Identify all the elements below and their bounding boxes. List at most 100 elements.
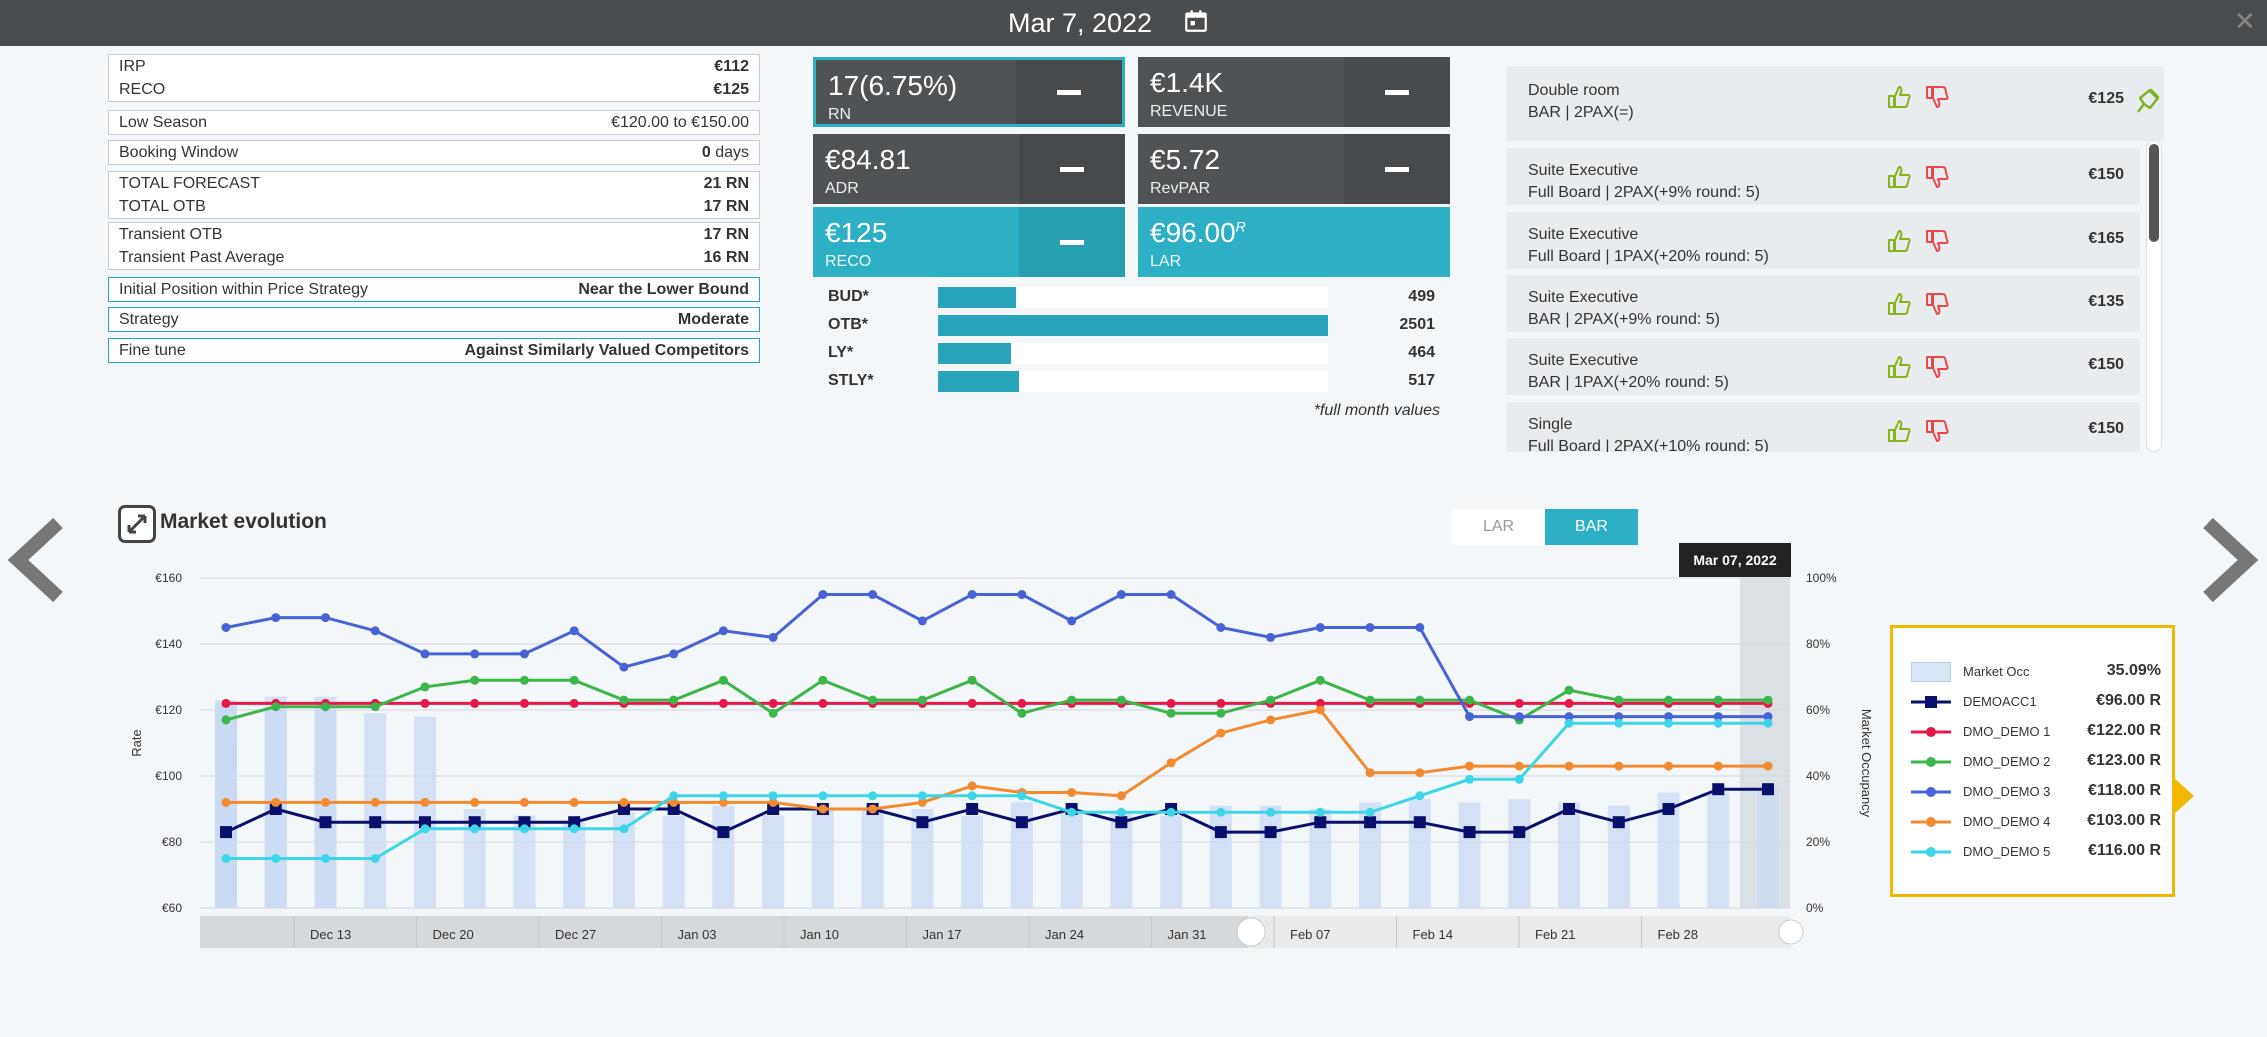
revenue-tile[interactable]: €1.4K REVENUE [1138,57,1450,127]
chevron-left-icon[interactable] [6,515,66,605]
thumbs-up-icon[interactable] [1886,84,1912,110]
room-row[interactable]: Single Full Board | 2PAX(+10% round: 5) €1… [1506,402,2140,452]
legend-series[interactable]: DMO_DEMO 3 €118.00 R [1911,780,2161,804]
pin-icon[interactable] [2132,86,2162,118]
series-point [818,698,828,708]
reco-row: RECO €125 [119,81,749,98]
series-point [1664,718,1674,728]
series-point [967,781,977,791]
revpar-minus-button[interactable] [1344,134,1450,204]
room-row[interactable]: Suite Executive BAR | 2PAX(+9% round: 5) €… [1506,275,2140,332]
room-row[interactable]: Suite Executive Full Board | 2PAX(+9% rou… [1506,148,2140,205]
legend-series[interactable]: DEMOACC1 €96.00 R [1911,690,2161,714]
series-point [1266,632,1276,642]
legend-series[interactable]: DMO_DEMO 5 €116.00 R [1911,840,2161,864]
series-point [319,816,332,829]
series-point [1614,695,1624,705]
adr-tile[interactable]: €84.81 ADR [813,134,1125,204]
series-point [1315,698,1325,708]
series-point [1017,590,1027,599]
thumbs-down-icon[interactable] [1924,418,1950,444]
thumbs-up-icon[interactable] [1886,354,1912,380]
series-point [271,854,281,863]
legend-name: DMO_DEMO 1 [1963,724,2051,739]
room-row[interactable]: Double room BAR | 2PAX(=) €125 [1506,66,2164,141]
series-point [1216,728,1226,738]
adr-value: €84.81 [825,144,911,175]
series-point [1664,695,1674,705]
minus-icon [1060,166,1084,172]
legend-series[interactable]: DMO_DEMO 2 €123.00 R [1911,750,2161,774]
series-point [818,675,828,685]
legend-marker [1911,757,1951,767]
lar-label: LAR [1150,253,1182,270]
series-line [225,787,1768,834]
series-point [1614,761,1624,771]
thumbs-down-icon[interactable] [1924,228,1950,254]
toggle-bar[interactable]: BAR [1545,509,1638,545]
room-list-scroll-thumb[interactable] [2149,144,2159,242]
room-row[interactable]: Suite Executive Full Board | 1PAX(+20% ro… [1506,212,2140,269]
initial-position-box[interactable]: Initial Position within Price Strategy Ne… [108,277,760,302]
legend-marker [1911,817,1951,827]
transient-box: Transient OTB 17 RN Transient Past Averag… [108,222,760,270]
room-price: €165 [2088,230,2124,247]
rn-tile[interactable]: 17(6.75%) RN [813,57,1125,127]
chevron-right-icon[interactable] [2200,515,2260,605]
lar-value: €96.00R [1150,217,1246,248]
series-point [967,791,977,801]
room-name: Double room BAR | 2PAX(=) [1528,80,1634,124]
selected-date-label: Mar 07, 2022 [1693,552,1776,568]
rn-value: 17(6.75%) [828,70,958,101]
series-point [1713,712,1723,722]
occupancy-bar [861,809,884,908]
revenue-minus-button[interactable] [1344,57,1450,127]
series-point [1166,758,1176,768]
thumbs-down-icon[interactable] [1924,84,1950,110]
series-point [569,626,579,636]
reco-value: €125 [825,217,888,248]
series-point [619,662,629,672]
thumbs-up-icon[interactable] [1886,228,1912,254]
fine-tune-box[interactable]: Fine tune Against Similarly Valued Compet… [108,338,760,363]
series-point [1664,712,1674,722]
rn-minus-button[interactable] [1016,60,1122,124]
x-tick-label: Dec 20 [433,927,474,942]
close-icon[interactable]: ✕ [2234,6,2256,36]
room-type: Suite Executive [1528,289,1639,306]
room-type: Suite Executive [1528,226,1639,243]
legend-name: DEMOACC1 [1963,694,2037,709]
legend-series[interactable]: DMO_DEMO 4 €103.00 R [1911,810,2161,834]
legend-series[interactable]: DMO_DEMO 1 €122.00 R [1911,720,2161,744]
thumbs-up-icon[interactable] [1886,164,1912,190]
thumbs-down-icon[interactable] [1924,291,1950,317]
collapse-icon[interactable] [118,505,156,543]
series-point [1763,712,1773,722]
toggle-lar[interactable]: LAR [1482,518,1515,535]
series-point [518,816,531,829]
revpar-tile[interactable]: €5.72 RevPAR [1138,134,1450,204]
thumbs-down-icon[interactable] [1924,164,1950,190]
x-tick-label: Feb 28 [1658,927,1698,942]
lar-tile[interactable]: €96.00R LAR [1138,207,1450,277]
room-rate-plan: BAR | 1PAX(+20% round: 5) [1528,374,1729,391]
legend-marker [1911,727,1951,737]
budget-label: LY* [828,344,854,361]
x-tick-label: Feb 07 [1290,927,1330,942]
series-point [1266,807,1276,817]
series-point [1116,695,1126,705]
room-row[interactable]: Suite Executive BAR | 1PAX(+20% round: 5)… [1506,338,2140,395]
occupancy-bar [1359,802,1382,908]
reco-tile[interactable]: €125 RECO [813,207,1125,277]
series-point [967,698,977,708]
adr-minus-button[interactable] [1019,134,1125,204]
thumbs-up-icon[interactable] [1886,291,1912,317]
budget-label: BUD* [828,288,869,305]
calendar-icon[interactable] [1183,8,1209,34]
thumbs-up-icon[interactable] [1886,418,1912,444]
selected-date-tag [1679,543,1791,577]
reco-minus-button[interactable] [1019,207,1125,277]
thumbs-down-icon[interactable] [1924,354,1950,380]
strategy-box[interactable]: Strategy Moderate [108,307,760,332]
fine-tune-row: Fine tune Against Similarly Valued Compet… [119,342,749,359]
